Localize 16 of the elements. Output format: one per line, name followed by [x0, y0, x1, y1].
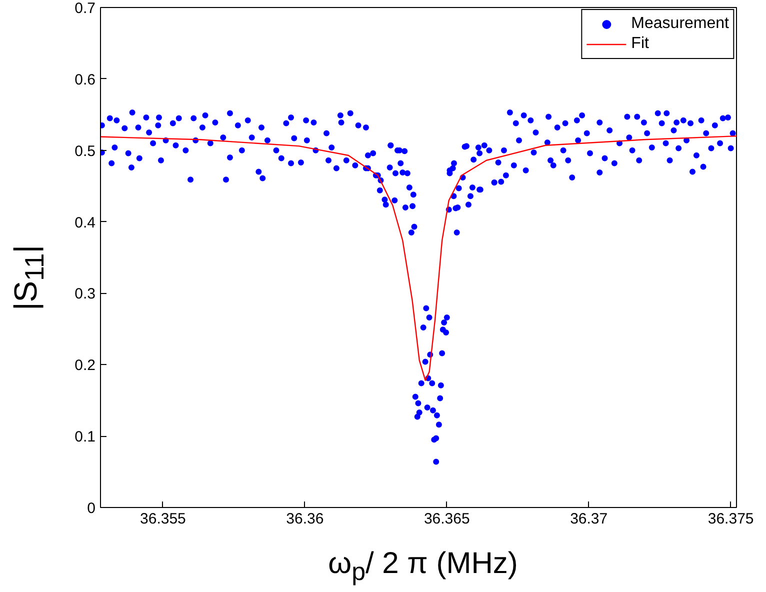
legend-label: Fit: [631, 35, 650, 53]
y-tick-label: 0.4: [74, 214, 96, 232]
y-tick-label: 0.5: [74, 142, 96, 160]
y-tick-label: 0.7: [74, 0, 96, 17]
x-tick-label: 36.37: [570, 510, 608, 528]
y-tick-label: 0.6: [74, 71, 96, 88]
x-tick-label: 36.36: [286, 510, 324, 528]
x-tick-label: 36.355: [140, 510, 186, 528]
y-tick-label: 0.2: [74, 357, 96, 374]
y-tick-label: 0.3: [74, 286, 96, 303]
x-tick-label: 36.375: [708, 510, 754, 528]
y-tick-label: 0.1: [74, 428, 96, 446]
x-axis-title: ω$_{p}$/ 2 π (MHz): [327, 547, 519, 588]
legend-label: Measurement: [631, 15, 729, 33]
x-tick-label: 36.365: [424, 510, 470, 528]
y-tick-label: 0: [87, 500, 96, 517]
